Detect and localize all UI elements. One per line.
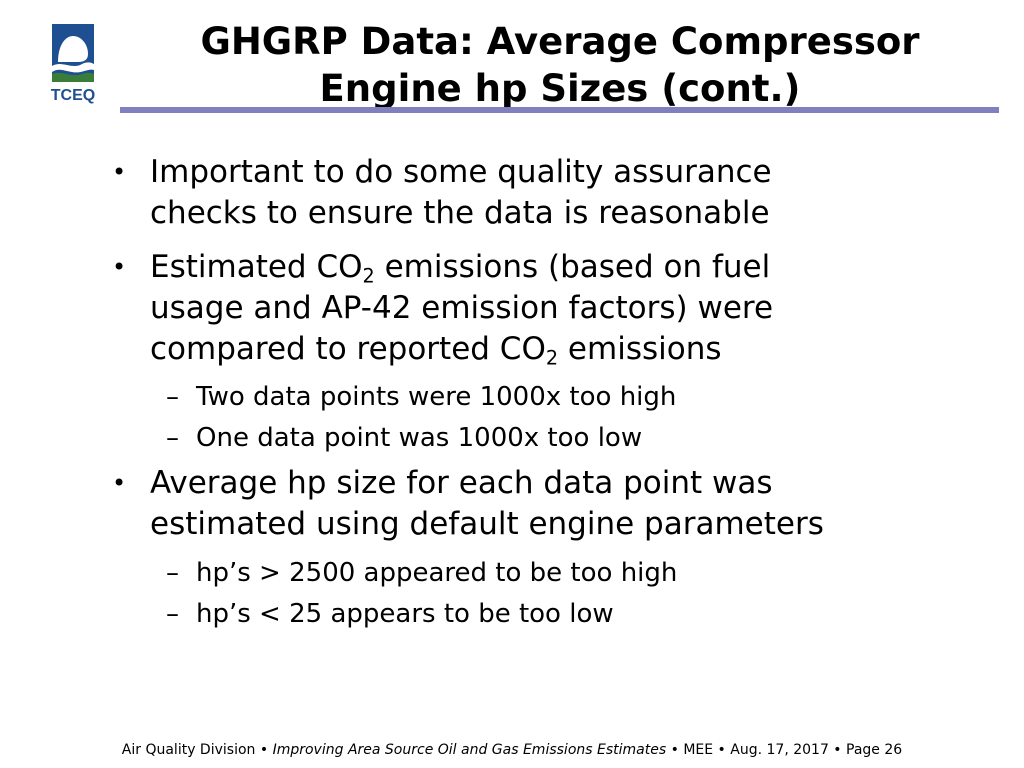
sub-bullet-item: – One data point was 1000x too low (166, 421, 916, 455)
footer-page-number: Page 26 (846, 742, 903, 758)
bullet-dot: • (112, 158, 127, 186)
footer-project: Improving Area Source Oil and Gas Emissi… (272, 742, 667, 758)
footer-division: Air Quality Division (121, 742, 256, 758)
bullet-dot: • (112, 469, 127, 497)
bullet-text-line: compared to reported CO2 emissions (150, 329, 910, 370)
sub-bullet-text: hp’s > 2500 appeared to be too high (196, 558, 678, 588)
footer-separator: • (255, 742, 273, 758)
bullet-item-qa: • Important to do some quality assurance… (112, 152, 910, 234)
bullet-item-co2: • Estimated CO2 emissions (based on fuel… (112, 247, 910, 370)
footer-date: Aug. 17, 2017 (730, 742, 829, 758)
tceq-logo-icon: TCEQ (51, 24, 95, 104)
slide-footer: Air Quality Division • Improving Area So… (0, 742, 1024, 758)
bullet-text-line: Estimated CO2 emissions (based on fuel (150, 247, 910, 288)
sub-bullet-text: Two data points were 1000x too high (196, 382, 677, 412)
footer-meeting: MEE (683, 742, 714, 758)
subscript: 2 (545, 346, 559, 370)
sub-bullet-text: One data point was 1000x too low (196, 423, 643, 453)
bullet-item-hp: • Average hp size for each data point wa… (112, 463, 910, 545)
title-line-1: GHGRP Data: Average Compressor (200, 20, 920, 63)
text-run: Estimated CO (150, 249, 363, 285)
bullet-text-line: estimated using default engine parameter… (150, 506, 824, 542)
tceq-logo: TCEQ (48, 22, 98, 106)
text-run: emissions (based on fuel (374, 249, 771, 285)
bullet-text-line: usage and AP-42 emission factors) were (150, 290, 774, 326)
title-underline (120, 107, 999, 113)
sub-bullet-text: hp’s < 25 appears to be too low (196, 599, 614, 629)
sub-bullet-dash: – (166, 558, 179, 588)
sub-bullet-item: – hp’s < 25 appears to be too low (166, 597, 916, 631)
text-run: emissions (558, 331, 722, 367)
sub-bullet-dash: – (166, 599, 179, 629)
footer-separator: • (828, 742, 847, 758)
sub-bullet-dash: – (166, 423, 179, 453)
footer-separator: • (666, 742, 684, 758)
bullet-text-line: Average hp size for each data point was (150, 465, 773, 501)
bullet-dot: • (112, 253, 127, 281)
sub-bullet-dash: – (166, 382, 179, 412)
sub-bullet-item: – Two data points were 1000x too high (166, 380, 916, 414)
text-run: compared to reported CO (150, 331, 546, 367)
title-line-2: Engine hp Sizes (cont.) (319, 67, 801, 110)
svg-text:TCEQ: TCEQ (51, 87, 95, 104)
footer-separator: • (713, 742, 731, 758)
bullet-text-line: checks to ensure the data is reasonable (150, 195, 770, 231)
sub-bullet-item: – hp’s > 2500 appeared to be too high (166, 556, 916, 590)
slide-title: GHGRP Data: Average Compressor Engine hp… (130, 18, 990, 112)
subscript: 2 (362, 264, 375, 288)
bullet-text-line: Important to do some quality assurance (150, 154, 772, 190)
